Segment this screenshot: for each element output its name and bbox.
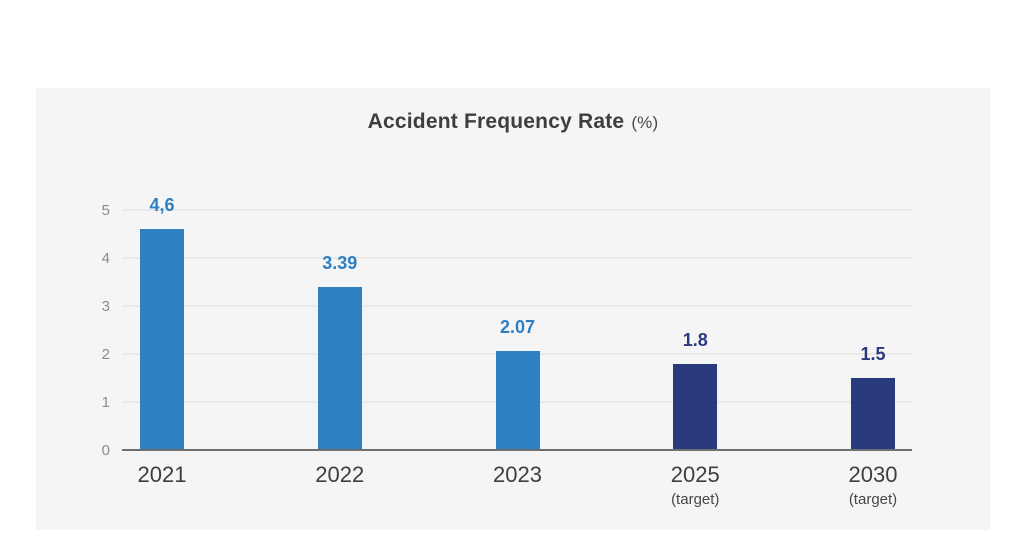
chart-title-unit: (%)	[631, 113, 659, 132]
chart-title-text: Accident Frequency Rate	[367, 110, 625, 133]
bar-2022	[317, 287, 362, 450]
value-label-2021: 4,6	[149, 195, 175, 216]
gridline-y-3	[122, 305, 912, 307]
gridline-y-5	[122, 209, 912, 211]
bar-2021	[140, 229, 184, 450]
x-axis-year-label: 2023	[493, 462, 542, 487]
value-label-2023: 2.07	[499, 316, 536, 337]
x-axis-target-sublabel: (target)	[671, 491, 720, 508]
value-label-2030: 1.5	[860, 344, 886, 364]
y-axis-tick-label-1: 1	[101, 394, 110, 411]
x-axis-label-2023: 2023	[448, 462, 588, 488]
x-axis-year-label: 2021	[137, 462, 187, 487]
x-axis-target-sublabel: (target)	[848, 491, 898, 508]
value-label-2022: 3.39	[322, 253, 358, 274]
bar-2030	[851, 378, 895, 450]
x-axis-year-label: 2022	[315, 462, 365, 487]
y-axis-tick-label-4: 4	[101, 250, 110, 267]
x-axis-label-2021: 2021	[92, 462, 232, 488]
bar-2023	[495, 350, 540, 450]
x-axis-year-label: 2025	[670, 462, 720, 487]
chart-card: Accident Frequency Rate (%) 0 1 2 3 4 5 4,6 2021…	[36, 88, 990, 530]
x-axis-line	[122, 449, 912, 451]
bar-chart-plot-area: 0 1 2 3 4 5 4,6 2021 3.39 2022 2.07 2023 1.8 2025 (tar…	[102, 195, 912, 508]
x-axis-year-label: 2030	[848, 462, 898, 487]
value-label-2025: 1.8	[682, 329, 708, 350]
y-axis-tick-label-2: 2	[101, 346, 110, 363]
y-axis-tick-label-5: 5	[101, 202, 110, 219]
y-axis-tick-label-3: 3	[101, 298, 110, 315]
x-axis-label-2030: 2030 (target)	[803, 462, 943, 508]
bar-2025	[673, 363, 718, 450]
y-axis-tick-label-0: 0	[101, 442, 110, 459]
gridline-y-4	[122, 257, 912, 259]
chart-title: Accident Frequency Rate (%)	[36, 110, 990, 134]
x-axis-label-2025: 2025 (target)	[625, 462, 765, 508]
x-axis-label-2022: 2022	[270, 462, 410, 488]
